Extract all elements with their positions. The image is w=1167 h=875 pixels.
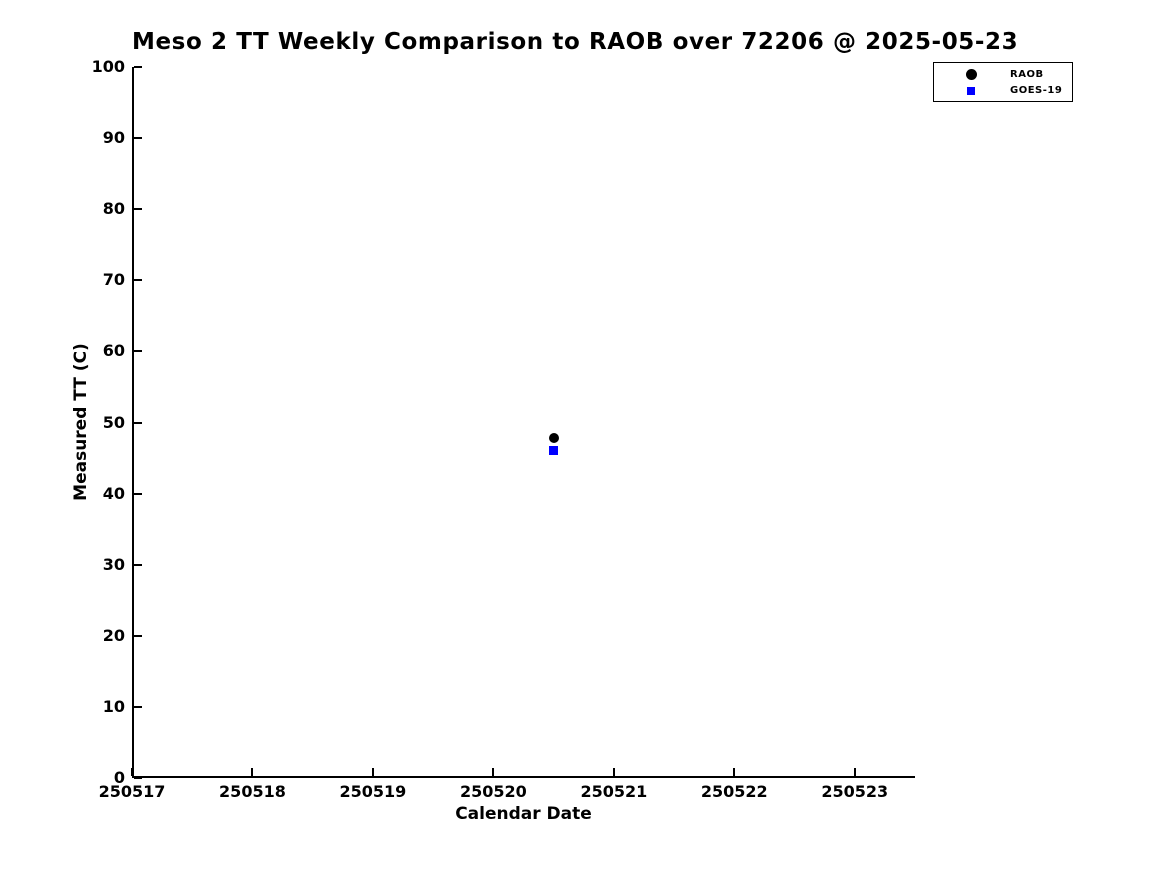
legend-label-raob: RAOB [1010, 69, 1044, 80]
y-tick-mark [134, 777, 142, 779]
y-tick-label: 60 [102, 341, 125, 361]
data-point-raob [548, 433, 559, 444]
x-tick-label: 250518 [219, 782, 286, 801]
y-tick-label: 20 [102, 625, 125, 645]
legend: RAOB GOES-19 [933, 62, 1073, 102]
y-tick-mark [134, 350, 142, 353]
y-tick-mark [134, 421, 142, 424]
x-tick-label: 250523 [821, 782, 889, 801]
y-tick-mark [134, 208, 142, 211]
y-tick-label: 10 [102, 696, 125, 716]
y-tick-mark [134, 492, 142, 495]
legend-label-goes-19: GOES-19 [1010, 85, 1063, 96]
y-tick-label: 90 [102, 128, 125, 148]
raob-circle-icon [966, 69, 977, 80]
data-point-goes-19 [549, 445, 559, 455]
y-tick-label: 40 [102, 483, 125, 503]
legend-item-raob: RAOB [934, 67, 1072, 83]
legend-item-goes-19: GOES-19 [934, 83, 1072, 99]
y-tick-mark [134, 563, 142, 566]
x-tick-mark [733, 768, 736, 776]
x-tick-mark [251, 768, 254, 776]
x-tick-mark [131, 768, 133, 776]
chart-title: Meso 2 TT Weekly Comparison to RAOB over… [132, 29, 1019, 55]
y-tick-label: 100 [91, 57, 125, 76]
y-tick-label: 70 [102, 270, 125, 290]
y-tick-label: 80 [102, 199, 125, 219]
x-tick-label: 250519 [339, 782, 407, 801]
y-tick-label: 30 [102, 554, 125, 574]
y-tick-mark [134, 137, 142, 140]
y-tick-mark [134, 66, 142, 68]
x-tick-mark [853, 768, 856, 776]
x-tick-label: 250522 [700, 782, 768, 801]
goes-19-square-icon [967, 87, 975, 95]
plot-area [132, 67, 915, 778]
y-tick-mark [134, 279, 142, 282]
x-tick-mark [371, 768, 374, 776]
x-tick-label: 250521 [580, 782, 648, 801]
x-tick-mark [492, 768, 495, 776]
x-axis-label: Calendar Date [455, 804, 592, 824]
y-tick-mark [134, 634, 142, 637]
y-tick-label: 50 [102, 412, 125, 432]
x-tick-label: 250517 [98, 782, 166, 801]
x-tick-label: 250520 [459, 782, 527, 801]
y-tick-mark [134, 705, 142, 708]
x-tick-mark [612, 768, 615, 776]
y-tick-label: 0 [113, 768, 125, 787]
